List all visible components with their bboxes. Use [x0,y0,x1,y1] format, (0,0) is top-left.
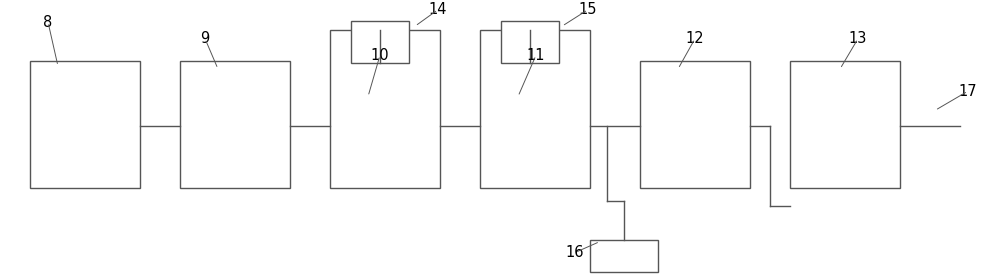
Text: 17: 17 [959,84,977,99]
Text: 16: 16 [566,245,584,260]
Bar [30,61,140,188]
Bar [790,61,900,188]
Text: 9: 9 [200,31,210,46]
Text: 15: 15 [579,2,597,17]
Text: 13: 13 [849,31,867,46]
Bar [640,61,750,188]
Bar [480,30,590,188]
Text: 14: 14 [429,2,447,17]
Bar [180,61,290,188]
Bar [501,21,559,63]
Text: 12: 12 [686,31,704,46]
Bar [351,21,409,63]
Text: 10: 10 [371,48,389,63]
Bar [590,240,658,272]
Text: 11: 11 [527,48,545,63]
Bar [330,30,440,188]
Text: 8: 8 [43,15,53,30]
